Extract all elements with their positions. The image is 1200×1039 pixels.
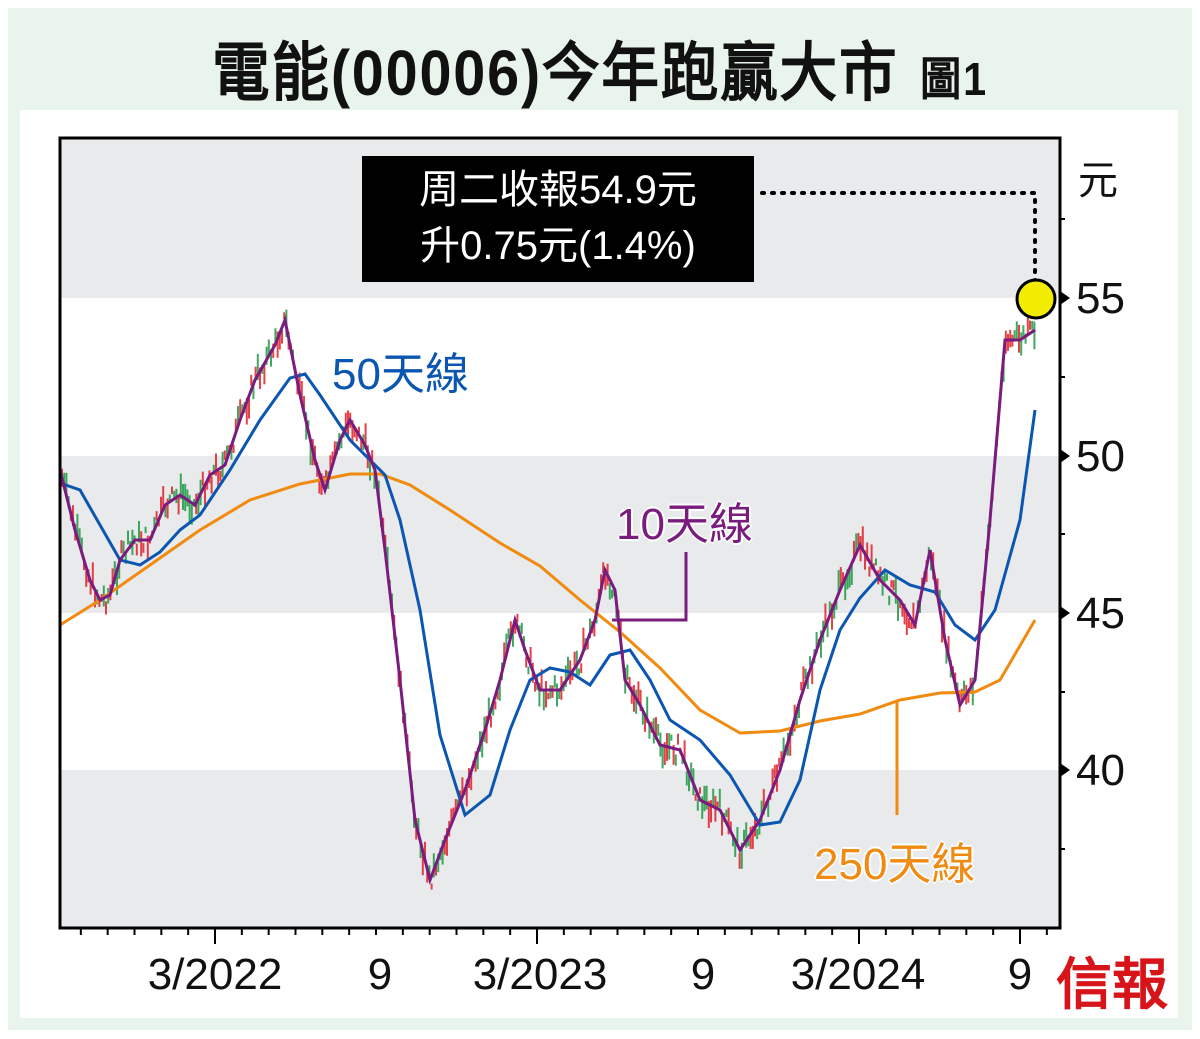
chart-title: 電能(00006)今年跑贏大市 圖1 — [67, 22, 1133, 114]
x-tick-3-2022: 3/2022 — [147, 950, 283, 999]
callout-line-2: 升0.75元(1.4%) — [420, 224, 696, 268]
y-axis-arrows — [1060, 291, 1070, 777]
y-unit-label: 元 — [1078, 159, 1118, 203]
x-axis-ticks — [79, 928, 1048, 944]
publisher-logo: 信報 — [1056, 952, 1168, 1018]
title-text: 電能(00006)今年跑贏大市 — [212, 37, 899, 109]
callout-line-1: 周二收報54.9元 — [419, 168, 697, 212]
figure-number: 圖1 — [919, 53, 988, 105]
x-tick-3-2023: 3/2023 — [472, 950, 608, 999]
ma250-line — [59, 472, 1037, 735]
x-tick-9-2022: 9 — [367, 950, 393, 999]
x-tick-9-2024: 9 — [1007, 950, 1033, 999]
band-below-40 — [60, 770, 1060, 928]
y-minor-ticks — [1060, 218, 1065, 850]
ma50-line — [59, 372, 1037, 827]
ma10-line — [58, 314, 1036, 886]
x-tick-3-2024: 3/2024 — [790, 950, 926, 999]
x-tick-9-2023: 9 — [690, 950, 716, 999]
y-tick-45: 45 — [1076, 589, 1125, 638]
callout-connector — [760, 191, 1037, 284]
ma10-leader — [612, 552, 688, 622]
y-tick-50: 50 — [1076, 432, 1125, 481]
ma10-label: 10天線 — [616, 500, 753, 549]
latest-close-marker — [1015, 278, 1057, 320]
ma250-label: 250天線 — [814, 840, 976, 889]
y-tick-40: 40 — [1076, 746, 1125, 795]
y-tick-55: 55 — [1076, 274, 1125, 323]
latest-close-callout: 周二收報54.9元 升0.75元(1.4%) — [362, 156, 754, 282]
ma50-label: 50天線 — [332, 350, 469, 399]
